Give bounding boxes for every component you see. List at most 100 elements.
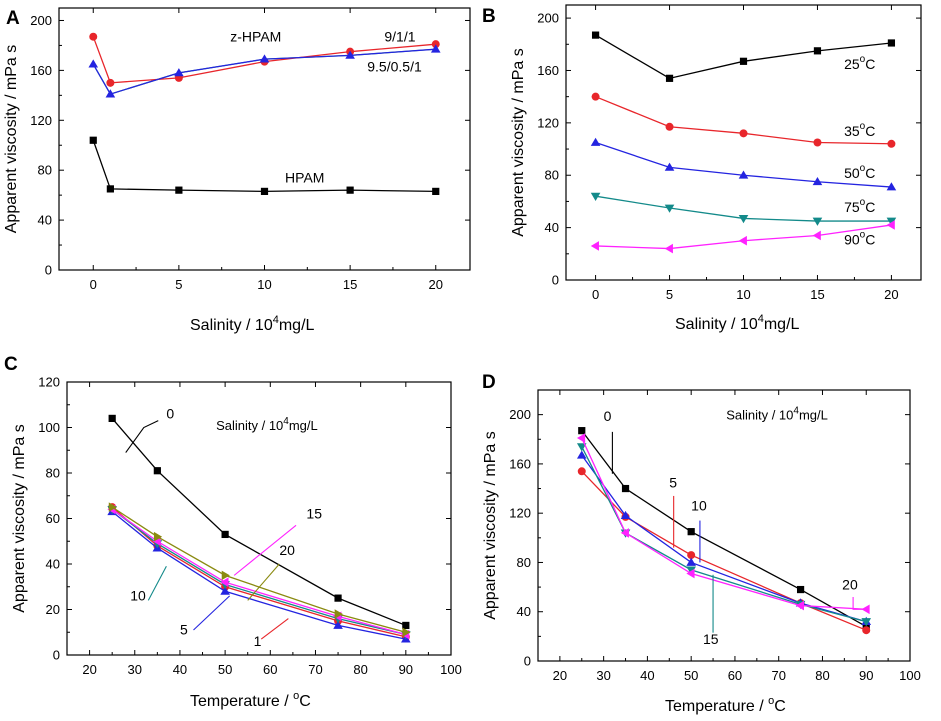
y-tick-label-d: 200: [509, 407, 531, 422]
subtitle-text: Salinity / 10: [726, 408, 793, 423]
data-point: [664, 162, 675, 171]
data-point: [795, 600, 804, 611]
data-point: [886, 182, 897, 191]
callout-d: 0: [604, 408, 613, 474]
data-point: [861, 618, 872, 627]
x-tick-label-d: 20: [553, 668, 567, 683]
subtitle-sup: 4: [283, 416, 289, 427]
y-tick-label-a: 40: [38, 213, 52, 228]
subtitle-c: Salinity / 104mg/L: [216, 416, 318, 433]
series-b-1: 35oC: [591, 92, 896, 148]
data-point: [738, 215, 749, 224]
x-tick-label-d: 70: [771, 668, 785, 683]
x-axis-title-sup: o: [293, 690, 299, 702]
x-tick-label-b: 15: [810, 287, 824, 302]
series-b-4: 90oC: [590, 220, 895, 254]
x-axis-title-tail: C: [774, 698, 786, 715]
series-line: [581, 437, 867, 610]
x-axis-title-sup: 4: [758, 313, 764, 325]
callout-label: 5: [669, 474, 677, 490]
x-tick-label-c: 40: [173, 662, 187, 677]
panel-letter-d: D: [482, 372, 496, 393]
callout-label: 10: [691, 498, 707, 514]
callout-line: [125, 420, 159, 453]
x-axis-title-a: Salinity / 104mg/L: [190, 314, 315, 334]
data-point: [886, 220, 895, 230]
y-tick-label-c: 40: [46, 557, 60, 572]
x-tick-label-c: 90: [399, 662, 413, 677]
data-point: [153, 531, 163, 542]
x-axis-title-tail: C: [299, 693, 311, 710]
x-axis-title-text: Salinity / 10: [675, 316, 758, 333]
data-point: [591, 92, 600, 101]
data-point: [813, 138, 822, 147]
x-tick-label-a: 0: [90, 277, 97, 292]
series-label-deg: o: [860, 54, 866, 65]
data-point: [576, 433, 586, 443]
y-tick-label-d: 120: [509, 506, 531, 521]
series-a-2: [89, 136, 440, 195]
y-tick-label-d: 0: [524, 654, 531, 669]
series-c-3: [107, 506, 411, 640]
x-axis-title-sup: o: [768, 695, 774, 707]
y-tick-label-b: 0: [552, 273, 559, 288]
callout-c: 10: [130, 566, 167, 603]
x-axis-title-c: Temperature / oC: [190, 690, 311, 710]
series-label-num: 90: [844, 232, 860, 248]
series-c-1: [108, 503, 410, 641]
data-point: [887, 39, 896, 47]
data-point: [174, 68, 184, 77]
series-b-0: 25oC: [591, 31, 896, 82]
callout-c: 5: [180, 595, 231, 638]
panel-letter-c: C: [4, 354, 18, 375]
series-c-0: [108, 414, 410, 630]
x-tick-label-d: 50: [684, 668, 698, 683]
subtitle-sup: 4: [793, 406, 799, 417]
x-tick-label-c: 80: [353, 662, 367, 677]
data-point: [886, 217, 897, 226]
series-label-unit: C: [865, 165, 875, 181]
data-point: [105, 89, 116, 98]
x-tick-label-b: 10: [736, 287, 750, 302]
callout-label: 0: [604, 408, 612, 424]
panel-c: C20 30 40 50 60 70 80 90 100020406080100120Tempe…: [4, 354, 462, 710]
data-point: [221, 570, 230, 581]
y-tick-label-d: 160: [509, 456, 531, 471]
data-point: [577, 467, 586, 476]
y-tick-label-b: 200: [537, 11, 559, 26]
x-axis-title-text: Temperature /: [665, 698, 768, 715]
series-label: 75oC: [844, 197, 875, 215]
callout-d: 20: [842, 577, 867, 610]
data-point: [576, 450, 587, 459]
data-point: [686, 566, 696, 575]
data-point: [333, 620, 343, 629]
data-point: [812, 217, 823, 226]
subtitle-tail: mg/L: [289, 418, 318, 433]
callout-c: 0: [125, 405, 174, 453]
data-point: [665, 74, 674, 82]
data-point: [739, 129, 748, 138]
series-label-num: 25: [844, 56, 860, 72]
x-tick-label-b: 5: [666, 287, 673, 302]
x-tick-label-d: 100: [899, 668, 921, 683]
callout-line: [247, 563, 280, 601]
data-point: [106, 185, 114, 193]
data-point: [578, 427, 586, 435]
series-line: [111, 506, 406, 638]
x-tick-label-c: 60: [263, 662, 277, 677]
y-tick-label-a: 0: [45, 263, 52, 278]
plot-frame-d: [537, 389, 911, 662]
subtitle-d: Salinity / 104mg/L: [726, 406, 828, 423]
annotation-a: z-HPAM: [230, 29, 281, 45]
data-point: [887, 139, 896, 148]
series-label-unit: C: [865, 232, 875, 248]
data-point: [402, 621, 410, 630]
series-line: [111, 508, 406, 636]
plot-frame-a: [58, 7, 471, 271]
x-tick-label-a: 10: [257, 277, 271, 292]
callout-label: 5: [180, 622, 188, 638]
data-point: [346, 186, 354, 194]
